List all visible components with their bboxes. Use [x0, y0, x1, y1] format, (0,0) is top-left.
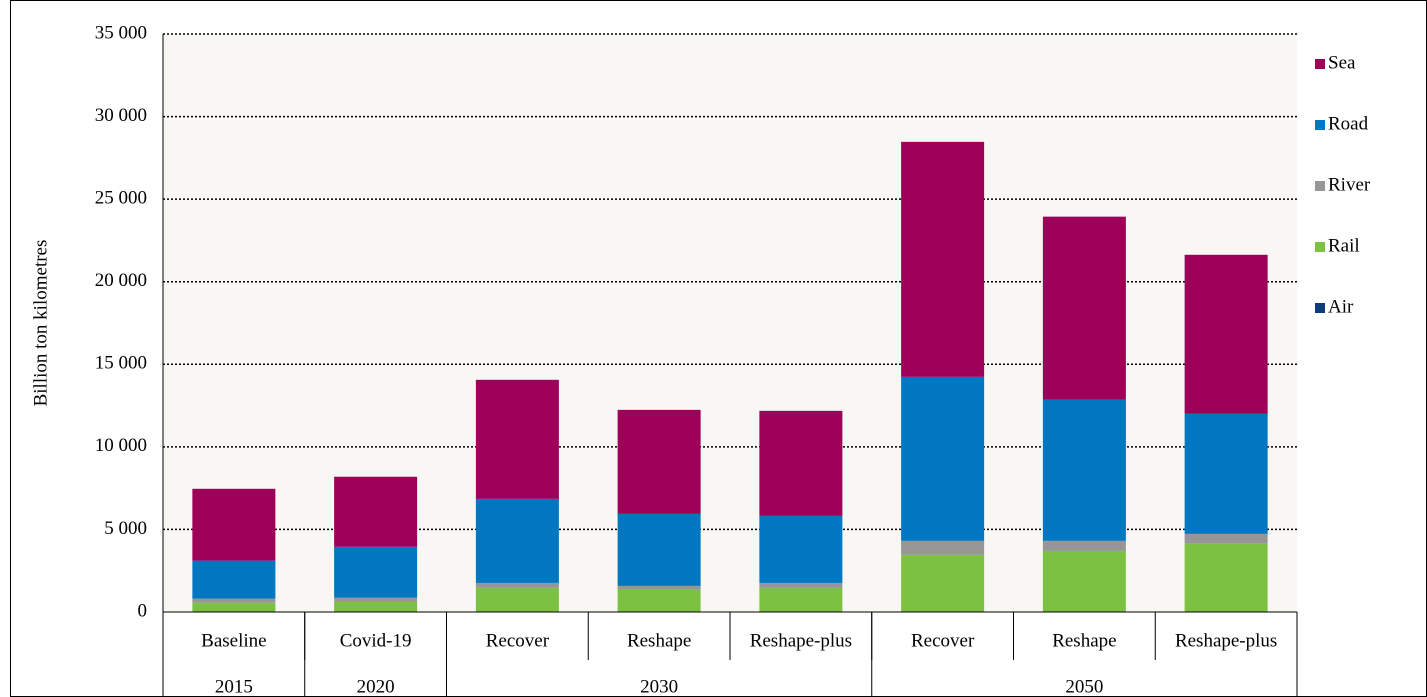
bar-segment	[334, 601, 418, 612]
x-tick-label: Reshape	[1052, 630, 1116, 651]
group-label: 2050	[1065, 676, 1103, 697]
legend-label: River	[1328, 174, 1371, 195]
bar-segment	[617, 585, 701, 590]
group-label: 2030	[640, 676, 678, 697]
bar-segment	[192, 560, 276, 599]
bar-segment	[617, 513, 701, 586]
bar-segment	[475, 498, 559, 583]
y-tick-label: 15 000	[95, 353, 147, 374]
bar-segment	[192, 488, 276, 561]
bar-segment	[1042, 550, 1126, 612]
bar-segment	[759, 587, 843, 612]
x-tick-label: Recover	[486, 630, 550, 651]
x-tick-label: Reshape	[627, 630, 691, 651]
bar-segment	[617, 589, 701, 612]
bar-segment	[1184, 543, 1268, 612]
x-tick-label: Reshape-plus	[750, 630, 852, 651]
bar-segment	[1184, 254, 1268, 414]
x-tick-label: Recover	[911, 630, 975, 651]
bar-segment	[475, 379, 559, 499]
x-tick-label: Baseline	[201, 630, 266, 651]
bar-segment	[192, 602, 276, 612]
y-tick-label: 25 000	[95, 188, 147, 209]
bar-segment	[901, 376, 985, 541]
legend-swatch	[1315, 242, 1325, 252]
bar-segment	[759, 515, 843, 583]
bar-segment	[901, 540, 985, 555]
y-tick-label: 0	[138, 600, 148, 621]
bar-segment	[1042, 540, 1126, 551]
legend-swatch	[1315, 181, 1325, 191]
legend-label: Sea	[1328, 52, 1356, 73]
legend-swatch	[1315, 59, 1325, 69]
bar-segment	[192, 598, 276, 603]
bar-segment	[617, 409, 701, 514]
bar-segment	[1184, 413, 1268, 534]
bar-segment	[901, 554, 985, 612]
y-axis-label: Billion ton kilometres	[30, 240, 51, 407]
legend-swatch	[1315, 120, 1325, 130]
legend-label: Rail	[1328, 235, 1360, 256]
legend-label: Road	[1328, 113, 1369, 134]
plot-area	[163, 34, 1297, 612]
bar-segment	[334, 476, 418, 547]
y-tick-label: 10 000	[95, 435, 147, 456]
legend-label: Air	[1328, 296, 1354, 317]
y-tick-label: 30 000	[95, 105, 147, 126]
y-tick-label: 35 000	[95, 22, 147, 43]
bar-segment	[1042, 216, 1126, 400]
bar-segment	[1042, 399, 1126, 541]
bar-segment	[475, 587, 559, 612]
bar-segment	[475, 582, 559, 588]
group-label: 2015	[215, 676, 253, 697]
bar-segment	[334, 597, 418, 602]
bar-segment	[901, 141, 985, 377]
legend-swatch	[1315, 303, 1325, 313]
bar-segment	[1184, 533, 1268, 544]
y-tick-label: 20 000	[95, 270, 147, 291]
group-label: 2020	[357, 676, 395, 697]
x-tick-label: Covid-19	[340, 630, 412, 651]
y-tick-label: 5 000	[104, 518, 147, 539]
bar-segment	[759, 582, 843, 588]
x-tick-label: Reshape-plus	[1175, 630, 1277, 651]
bar-segment	[334, 546, 418, 598]
bar-segment	[759, 410, 843, 516]
